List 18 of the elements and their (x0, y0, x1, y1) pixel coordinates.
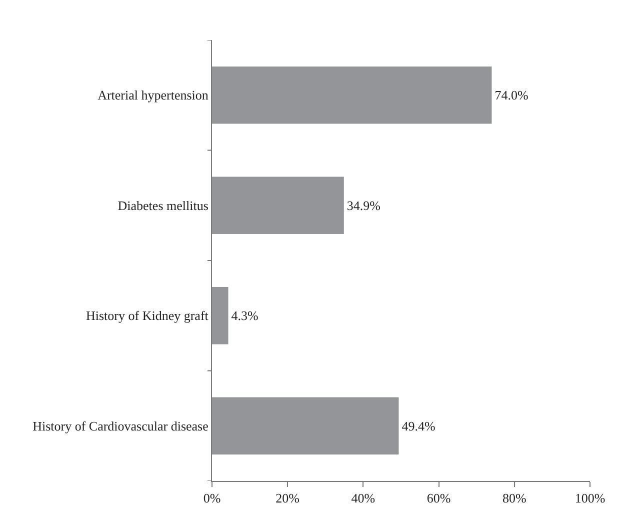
bar (212, 397, 399, 455)
x-tick-label: 40% (351, 490, 376, 506)
x-tick-label: 80% (502, 490, 526, 506)
data-label: 4.3% (231, 308, 258, 324)
data-label: 49.4% (402, 418, 436, 434)
y-tick-label: Arterial hypertension (98, 88, 209, 103)
bar (212, 286, 228, 344)
bar (212, 66, 492, 124)
x-tick-label: 100% (574, 490, 606, 506)
x-tick-label: 0% (203, 490, 221, 506)
data-label: 74.0% (494, 88, 528, 103)
data-label: 34.9% (346, 198, 381, 213)
y-tick-label: Diabetes mellitus (118, 198, 208, 213)
y-tick-label: History of Kidney graft (86, 308, 209, 324)
y-tick-label: History of Cardiovascular disease (32, 418, 209, 434)
x-tick-label: 20% (276, 490, 300, 506)
x-tick-label: 60% (426, 490, 451, 506)
bar (212, 176, 344, 234)
